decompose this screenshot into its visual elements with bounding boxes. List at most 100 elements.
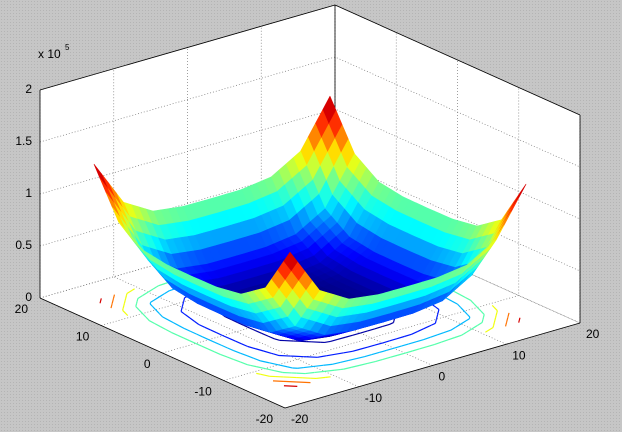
contour-segment (447, 336, 456, 341)
box-edge (39, 297, 286, 409)
contour-segment (198, 323, 206, 328)
contour-segment (240, 352, 248, 357)
contour-segment (274, 338, 280, 341)
contour-segment (326, 353, 336, 357)
contour-segment (208, 339, 216, 343)
contour-segment (183, 337, 190, 342)
z-tick-label: 0.5 (15, 238, 32, 252)
contour-segment (324, 340, 331, 344)
contour-segment (494, 317, 497, 321)
contour-segment (135, 303, 138, 307)
contour-segment (147, 288, 154, 293)
contour-segment (190, 330, 197, 335)
contour-segment (264, 368, 275, 372)
contour-segment (195, 342, 203, 347)
contour-segment (334, 368, 341, 371)
y-tick-label: 20 (15, 302, 29, 316)
contour-segment (429, 324, 432, 327)
contour-segment (180, 307, 183, 312)
contour-segment (334, 352, 344, 355)
contour-segment (423, 325, 430, 330)
contour-segment (273, 353, 280, 357)
contour-segment (255, 330, 263, 334)
contour-segment (371, 351, 380, 356)
contour-segment (491, 304, 495, 308)
z-tick-label: 2 (25, 82, 32, 96)
contour-segment (147, 318, 150, 322)
z-multiplier-exponent: 5 (65, 43, 70, 52)
contour-segment (487, 326, 494, 332)
contour-segment (286, 366, 293, 369)
y-tick-label: -20 (256, 412, 274, 426)
contour-segment (455, 323, 462, 328)
contour-segment (303, 365, 314, 369)
contour-segment (437, 309, 440, 314)
contour-segment (247, 364, 251, 366)
contour-segment (482, 314, 485, 318)
contour-segment (461, 333, 464, 336)
contour-segment (389, 354, 398, 358)
contour-segment (279, 354, 291, 357)
contour-segment (379, 349, 387, 354)
contour-segment (463, 310, 469, 316)
contour-segment (173, 322, 180, 327)
contour-segment (506, 317, 509, 322)
contour-segment (485, 330, 489, 333)
contour-segment (269, 362, 279, 366)
contour-segment (434, 319, 438, 324)
contour-segment (210, 329, 218, 334)
x-tick-label: -10 (365, 391, 383, 405)
contour-segment (112, 294, 116, 299)
contour-segment (256, 366, 266, 370)
contour-segment (204, 326, 212, 331)
contour-segment (260, 360, 270, 364)
contour-segment (201, 345, 209, 350)
contour-segment (457, 303, 462, 308)
contour-segment (164, 290, 170, 295)
contour-segment (231, 319, 238, 323)
contour-segment (389, 338, 398, 342)
contour-segment (160, 326, 167, 330)
y-tick-label: -10 (194, 385, 212, 399)
contour-segment (364, 353, 372, 358)
contour-segment (155, 309, 160, 314)
z-tick-label: 1 (25, 186, 32, 200)
contour-segment (317, 355, 324, 358)
contour-segment (226, 356, 235, 361)
contour-segment (263, 350, 272, 354)
contour-segment (193, 320, 200, 325)
contour-segment (124, 298, 127, 301)
contour-segment (411, 331, 418, 335)
contour-segment (189, 317, 195, 322)
contour-segment (177, 334, 184, 339)
contour-segment (397, 352, 406, 356)
contour-segment (110, 304, 113, 309)
grid-line (223, 87, 520, 381)
contour-segment (126, 289, 133, 295)
box-edge (334, 4, 581, 116)
contour-segment (184, 328, 191, 332)
contour-segment (419, 346, 428, 350)
x-tick-label: 20 (586, 327, 600, 341)
contour-segment (255, 348, 264, 352)
contour-segment (123, 303, 126, 306)
contour-segment (271, 352, 274, 355)
box-edge (284, 322, 581, 409)
contour-segment (227, 347, 234, 352)
contour-segment (196, 333, 203, 338)
contour-segment (292, 355, 304, 358)
contour-segment (278, 364, 288, 368)
contour-segment (396, 335, 405, 340)
contour-segment (228, 337, 236, 342)
y-tick-label: 10 (76, 330, 90, 344)
contour-segment (367, 360, 376, 365)
contour-segment (142, 291, 149, 296)
contour-segment (150, 299, 155, 303)
contour-segment (408, 341, 417, 345)
contour-segment (404, 333, 412, 338)
contour-segment (305, 371, 315, 375)
contour-segment (207, 348, 215, 353)
contour-segment (152, 286, 157, 290)
contour-segment (131, 288, 135, 291)
contour-segment (165, 328, 172, 333)
